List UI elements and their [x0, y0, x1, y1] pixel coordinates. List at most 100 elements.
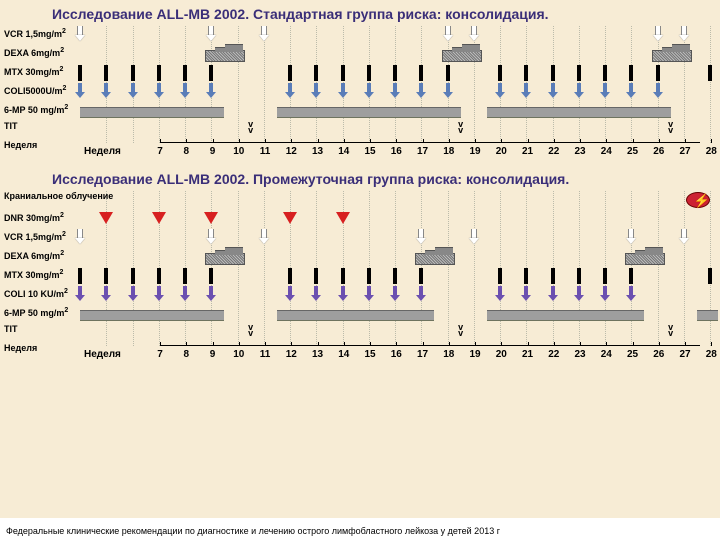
tit-marker: vv [458, 121, 463, 133]
coli-arrow [154, 286, 164, 301]
axis-tick [239, 139, 240, 143]
diagram-root: Исследование ALL-MB 2002. Стандартная гр… [0, 0, 720, 540]
coli-arrow [101, 83, 111, 98]
coli-arrow [285, 83, 295, 98]
week-tick: 21 [522, 146, 533, 157]
coli-arrow [128, 286, 138, 301]
chart-area [80, 286, 710, 305]
coli-arrow [311, 286, 321, 301]
mtx-tick [183, 268, 187, 284]
coli-arrow [206, 83, 216, 98]
dnr-triangle [336, 212, 350, 224]
coli-arrow [443, 83, 453, 98]
mp-band [487, 310, 645, 321]
axis-tick [370, 342, 371, 346]
mtx-tick [446, 65, 450, 81]
week-tick: 27 [679, 146, 690, 157]
week-tick: 12 [286, 349, 297, 360]
week-axis: Неделя7891011121314151617181920212223242… [160, 142, 700, 165]
axis-tick [318, 139, 319, 143]
dexa-block [442, 46, 480, 62]
week-tick: 15 [364, 146, 375, 157]
chart-area [80, 248, 710, 267]
axis-tick [475, 342, 476, 346]
mp-band [487, 107, 671, 118]
week-tick: 26 [653, 349, 664, 360]
row-label: TIT [4, 122, 18, 131]
axis-tick [160, 342, 161, 346]
dexa-block [652, 46, 690, 62]
tit-marker: vv [248, 121, 253, 133]
axis-tick [633, 342, 634, 346]
warning-icon: ⚡ [686, 192, 708, 208]
vcr-arrow [259, 26, 269, 41]
mtx-tick [629, 268, 633, 284]
mtx-tick [183, 65, 187, 81]
week-tick: 9 [210, 146, 216, 157]
panel-title-1: Исследование ALL-MB 2002. Промежуточная … [0, 165, 720, 191]
coli-arrow [626, 286, 636, 301]
mtx-tick [209, 65, 213, 81]
axis-label: Неделя [84, 146, 121, 157]
coli-arrow [574, 83, 584, 98]
coli-arrow [600, 286, 610, 301]
row-label: MTX 30mg/m2 [4, 268, 63, 280]
coli-arrow [180, 83, 190, 98]
row: TITvvvvvv [0, 121, 720, 140]
axis-tick [685, 342, 686, 346]
axis-tick [318, 342, 319, 346]
row-label: 6-MP 50 mg/m2 [4, 103, 68, 115]
vcr-arrow [469, 26, 479, 41]
row-label: VCR 1,5mg/m2 [4, 230, 66, 242]
week-tick: 13 [312, 349, 323, 360]
coli-arrow [101, 286, 111, 301]
mtx-tick [104, 65, 108, 81]
axis-tick [423, 139, 424, 143]
mtx-tick [419, 268, 423, 284]
coli-arrow [495, 286, 505, 301]
axis-tick [186, 342, 187, 346]
axis-tick [291, 342, 292, 346]
chart-area [80, 64, 710, 83]
week-tick: 7 [157, 349, 163, 360]
row: DNR 30mg/m2 [0, 210, 720, 229]
axis-tick [396, 342, 397, 346]
week-tick: 14 [338, 146, 349, 157]
week-tick: 15 [364, 349, 375, 360]
dexa-block [625, 249, 663, 265]
mtx-tick [314, 268, 318, 284]
axis-label: Неделя [84, 349, 121, 360]
row-label: COLI 10 KU/m2 [4, 287, 68, 299]
week-tick: 20 [496, 349, 507, 360]
row: DEXA 6mg/m2 [0, 45, 720, 64]
row: MTX 30mg/m2 [0, 267, 720, 286]
mtx-tick [157, 268, 161, 284]
mtx-tick [708, 65, 712, 81]
week-tick: 18 [443, 146, 454, 157]
coli-arrow [338, 286, 348, 301]
coli-arrow [390, 286, 400, 301]
axis-tick [475, 139, 476, 143]
mtx-tick [157, 65, 161, 81]
mtx-tick [393, 65, 397, 81]
week-tick: 28 [706, 146, 717, 157]
week-tick: 27 [679, 349, 690, 360]
coli-arrow [548, 286, 558, 301]
week-tick: 16 [391, 349, 402, 360]
chart-area: vvvvvv [80, 121, 710, 140]
mtx-tick [367, 65, 371, 81]
chart-area [80, 102, 710, 121]
axis-tick [554, 139, 555, 143]
axis-tick [711, 139, 712, 143]
mp-band [697, 310, 718, 321]
week-tick: 23 [574, 349, 585, 360]
coli-arrow [180, 286, 190, 301]
axis-tick [213, 342, 214, 346]
chart-area [80, 26, 710, 45]
axis-tick [344, 342, 345, 346]
row-label: TIT [4, 325, 18, 334]
mtx-tick [524, 65, 528, 81]
row-label: MTX 30mg/m2 [4, 65, 63, 77]
week-tick: 19 [469, 146, 480, 157]
mtx-tick [603, 268, 607, 284]
